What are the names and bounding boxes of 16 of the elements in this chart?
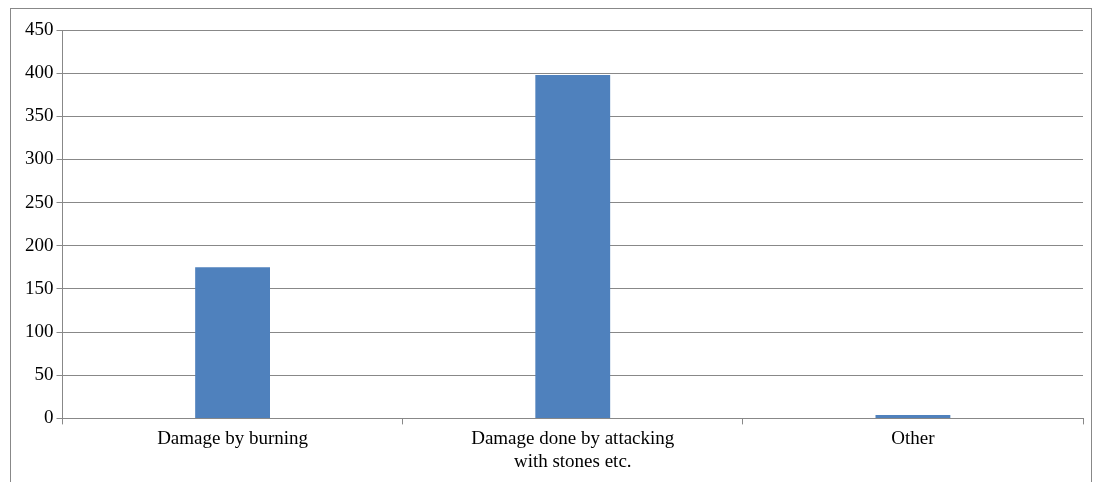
y-tick-label: 400: [25, 61, 54, 83]
y-tick-label: 300: [25, 147, 54, 169]
x-tick-label: Other: [891, 426, 936, 448]
y-tick-label: 250: [25, 190, 54, 212]
x-tick-label: Damage by burning: [157, 426, 309, 448]
y-tick-label: 100: [25, 320, 54, 342]
y-tick-label: 350: [25, 104, 54, 126]
bar: [875, 414, 951, 418]
bar: [195, 267, 270, 418]
bar: [535, 74, 611, 418]
x-tick-label: Damage done by attacking with stones etc.: [471, 426, 675, 471]
y-tick-label: 150: [25, 276, 54, 298]
y-tick-label: 450: [25, 17, 54, 39]
y-tick-label: 50: [34, 363, 54, 385]
y-tick-label: 0: [44, 406, 54, 428]
y-tick-label: 200: [25, 233, 54, 255]
